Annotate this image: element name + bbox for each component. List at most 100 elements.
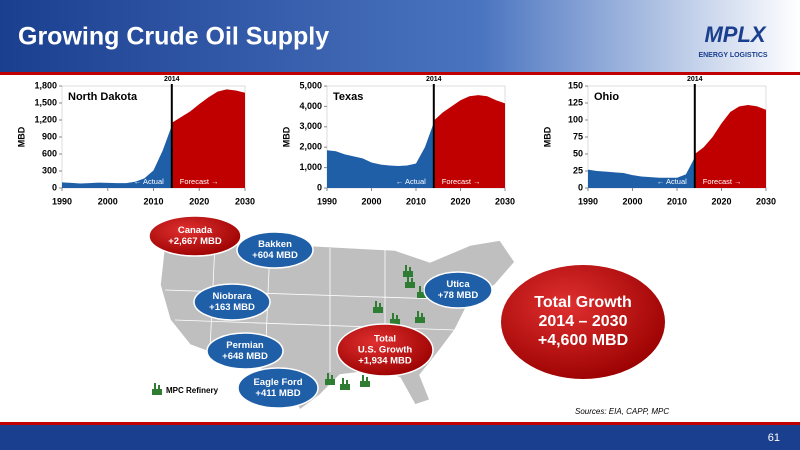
- refinery-icon: [403, 265, 413, 277]
- y-tick-label: 1,000: [299, 162, 322, 172]
- x-tick-label: 1990: [578, 196, 598, 206]
- refinery-shape: [360, 375, 370, 387]
- y-axis-label: MBD: [281, 126, 291, 147]
- chart-title: Texas: [333, 91, 363, 103]
- bubble-text: Eagle Ford: [253, 377, 302, 388]
- bubble: [336, 323, 434, 377]
- x-tick-label: 2000: [98, 196, 118, 206]
- slide-title: Growing Crude Oil Supply: [18, 23, 329, 51]
- bubble: [148, 215, 242, 257]
- area: [327, 122, 434, 188]
- forecast-label: Forecast →: [442, 177, 481, 186]
- bubble-text: +163 MBD: [209, 302, 255, 313]
- refinery-icon: [415, 311, 425, 323]
- y-tick-label: 300: [42, 165, 57, 175]
- y-tick-label: 50: [573, 148, 583, 158]
- y-tick-label: 150: [568, 80, 583, 90]
- marker-label: 2014: [687, 76, 703, 83]
- y-tick-label: 5,000: [299, 80, 322, 90]
- refinery-icon: [390, 313, 400, 325]
- total-bubble: [501, 265, 665, 379]
- x-tick-label: 2000: [622, 196, 642, 206]
- bubble-text: Utica: [446, 279, 470, 290]
- y-axis-label: MBD: [16, 126, 26, 147]
- marker-label: 2014: [426, 76, 442, 83]
- bubble: [237, 367, 319, 409]
- bubble-text: Bakken: [258, 239, 292, 250]
- us-map: [159, 239, 516, 412]
- refinery-icon: [405, 276, 415, 288]
- bubble-text: U.S. Growth: [358, 345, 413, 356]
- x-tick-label: 2020: [450, 196, 470, 206]
- bubble: [206, 332, 284, 370]
- x-tick-label: 2030: [495, 196, 515, 206]
- y-tick-label: 1,500: [34, 97, 57, 107]
- area: [694, 105, 766, 188]
- x-tick-label: 2010: [143, 196, 163, 206]
- y-tick-label: 2,000: [299, 142, 322, 152]
- total-text: 2014 – 2030: [539, 313, 628, 330]
- actual-label: ← Actual: [657, 177, 687, 186]
- refinery-icon: [325, 373, 335, 385]
- header-bar: [0, 0, 800, 72]
- actual-label: ← Actual: [396, 177, 426, 186]
- refinery-icon: [340, 378, 350, 390]
- bubble: [193, 283, 271, 321]
- marker-label: 2014: [164, 76, 180, 83]
- x-tick-label: 1990: [317, 196, 337, 206]
- x-tick-label: 1990: [52, 196, 72, 206]
- bubble-text: Canada: [178, 225, 213, 236]
- bubble-text: +604 MBD: [252, 250, 298, 261]
- bubble: [423, 271, 493, 309]
- x-tick-label: 2010: [667, 196, 687, 206]
- x-tick-label: 2030: [235, 196, 255, 206]
- y-tick-label: 125: [568, 97, 583, 107]
- page-number: 61: [768, 432, 780, 444]
- us-outline: [159, 239, 516, 412]
- bubble-text: Permian: [226, 340, 264, 351]
- area: [433, 95, 505, 188]
- total-text: +4,600 MBD: [538, 332, 628, 349]
- y-tick-label: 0: [52, 182, 57, 192]
- refinery-shape: [415, 311, 425, 323]
- bubble-text: +411 MBD: [255, 388, 300, 399]
- x-tick-label: 2020: [711, 196, 731, 206]
- forecast-label: Forecast →: [703, 177, 742, 186]
- y-tick-label: 900: [42, 131, 57, 141]
- actual-label: ← Actual: [134, 177, 164, 186]
- bubble-text: +648 MBD: [222, 351, 268, 362]
- area: [588, 157, 695, 188]
- y-tick-label: 25: [573, 165, 583, 175]
- refinery-icon: [373, 301, 383, 313]
- y-tick-label: 1,200: [34, 114, 57, 124]
- refinery-shape: [373, 301, 383, 313]
- x-tick-label: 2030: [756, 196, 776, 206]
- area: [62, 125, 172, 188]
- y-tick-label: 3,000: [299, 121, 322, 131]
- y-tick-label: 75: [573, 131, 583, 141]
- bubble-text: +78 MBD: [438, 290, 479, 301]
- chart-title: Ohio: [594, 91, 619, 103]
- bubble-text: Total: [374, 334, 396, 345]
- bubble: [236, 231, 314, 269]
- refinery-shape: [403, 265, 413, 277]
- y-axis-label: MBD: [542, 126, 552, 147]
- header-rule: [0, 72, 800, 75]
- refinery-shape: [340, 378, 350, 390]
- chart-title: North Dakota: [68, 91, 138, 103]
- logo-name: MPLX: [704, 22, 766, 47]
- y-tick-label: 100: [568, 114, 583, 124]
- footer-bar: [0, 425, 800, 450]
- refinery-shape: [405, 276, 415, 288]
- legend-label: MPC Refinery: [166, 386, 219, 395]
- refinery-shape: [390, 313, 400, 325]
- y-tick-label: 600: [42, 148, 57, 158]
- y-tick-label: 4,000: [299, 101, 322, 111]
- bubble-text: +2,667 MBD: [168, 236, 222, 247]
- bubble-text: +1,934 MBD: [358, 356, 412, 367]
- forecast-label: Forecast →: [180, 177, 219, 186]
- refinery-shape: [152, 383, 162, 395]
- area: [171, 89, 245, 188]
